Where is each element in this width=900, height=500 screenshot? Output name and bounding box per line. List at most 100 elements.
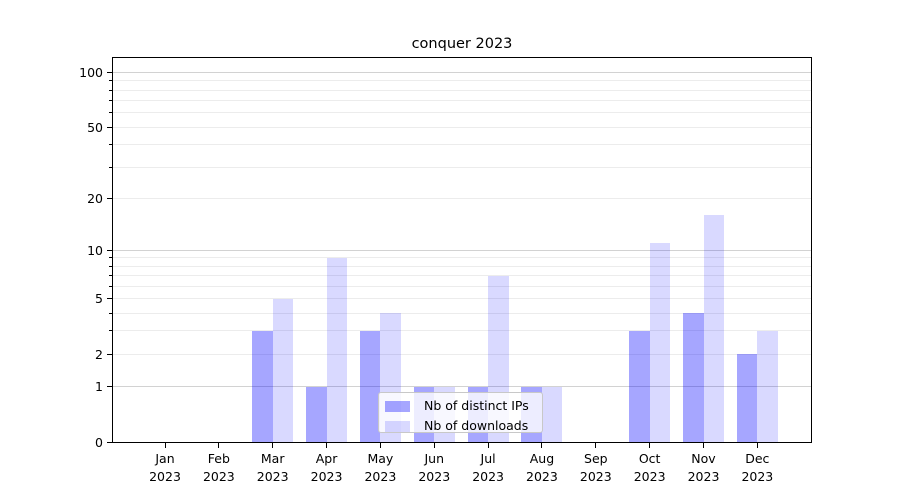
y-tick-mark-minor [109, 166, 112, 168]
gridline-minor [113, 100, 811, 102]
gridline-minor [113, 285, 811, 287]
x-tick-label: Aug 2023 [507, 450, 577, 485]
gridline-minor [113, 353, 811, 355]
x-tick-label-month: Jul [480, 451, 496, 466]
x-tick-mark [703, 443, 704, 448]
y-tick-mark-minor [109, 257, 112, 259]
gridline-minor [113, 330, 811, 332]
y-tick-label: 0 [95, 434, 103, 450]
bar [359, 331, 381, 442]
x-tick-mark [541, 443, 543, 448]
y-tick-mark-minor [109, 353, 112, 355]
gridline-minor [113, 126, 811, 128]
gridline-minor [113, 265, 811, 267]
y-tick-label: 5 [95, 291, 103, 307]
gridline-minor [113, 257, 811, 259]
x-tick-mark [272, 443, 274, 448]
x-tick-label-year: 2023 [579, 468, 612, 484]
gridline-major [113, 385, 811, 387]
y-tick-mark [107, 71, 112, 73]
gridline-minor [113, 298, 811, 300]
bar [541, 386, 563, 442]
x-tick-label-year: 2023 [202, 468, 235, 484]
x-tick-label-year: 2023 [256, 468, 289, 484]
bar [272, 298, 294, 442]
y-tick-mark-minor [109, 285, 112, 287]
gridline-minor [113, 312, 811, 314]
gridline-major [113, 71, 811, 73]
bar [736, 354, 758, 442]
x-tick-label-month: Jan [155, 451, 175, 466]
y-tick-label: 10 [87, 242, 103, 258]
bar [306, 386, 327, 442]
y-tick-mark-minor [109, 265, 112, 267]
y-tick-mark-minor [109, 274, 112, 276]
y-tick-mark-minor [109, 112, 112, 114]
bar [649, 243, 671, 442]
x-tick-label-year: 2023 [310, 468, 343, 484]
x-tick-label-month: Apr [315, 451, 338, 466]
gridline-minor [113, 197, 811, 199]
y-tick-mark-minor [109, 330, 112, 332]
x-tick-label: Oct 2023 [615, 450, 685, 485]
y-tick-mark [107, 441, 112, 443]
gridline-minor [113, 274, 811, 276]
x-tick-label-year: 2023 [364, 468, 397, 484]
x-tick-label: Mar 2023 [238, 450, 308, 485]
x-tick-label-month: Feb [207, 451, 230, 466]
legend-swatch-downloads [385, 420, 410, 432]
x-tick-label-year: 2023 [472, 468, 504, 484]
y-tick-mark [107, 385, 112, 387]
y-tick-mark-minor [109, 312, 112, 314]
x-tick-label: Nov 2023 [669, 450, 739, 485]
gridline-minor [113, 166, 811, 168]
bar [683, 313, 704, 442]
bar [252, 331, 273, 442]
legend-label-downloads: Nb of downloads [424, 418, 529, 433]
x-tick-label-year: 2023 [687, 468, 720, 484]
x-tick-label-month: Jun [424, 451, 445, 466]
y-tick-label: 50 [87, 119, 103, 135]
x-tick-mark [487, 443, 489, 448]
x-tick-label-year: 2023 [741, 468, 774, 484]
y-tick-mark [107, 249, 112, 251]
gridline-minor [113, 144, 811, 146]
x-tick-mark [595, 443, 597, 448]
y-tick-mark-minor [109, 80, 112, 82]
y-tick-mark-minor [109, 126, 112, 128]
bar [326, 257, 348, 442]
x-tick-label-month: May [367, 451, 394, 466]
x-tick-label-year: 2023 [418, 468, 451, 484]
plot-area [112, 57, 812, 443]
legend-item-distinct-ips: Nb of distinct IPs [385, 399, 542, 413]
legend: Nb of distinct IPs Nb of downloads [378, 392, 543, 433]
x-tick-label: Feb 2023 [184, 450, 254, 485]
legend-item-downloads: Nb of downloads [385, 419, 542, 433]
x-tick-mark [326, 443, 328, 448]
x-tick-label: Jan 2023 [130, 450, 200, 485]
x-tick-label-year: 2023 [526, 468, 558, 484]
x-tick-mark [756, 443, 758, 448]
bar [703, 215, 724, 442]
gridline-minor [113, 89, 811, 91]
x-tick-mark [218, 443, 220, 448]
y-tick-mark-minor [109, 144, 112, 146]
chart-title: conquer 2023 [411, 36, 513, 52]
x-tick-label-month: Sep [584, 451, 608, 466]
x-tick-mark [433, 443, 435, 448]
x-tick-mark [649, 443, 651, 448]
x-tick-label-month: Oct [638, 451, 661, 466]
x-tick-label: May 2023 [345, 450, 415, 485]
x-tick-label: Jun 2023 [399, 450, 469, 485]
x-tick-label-month: Mar [260, 451, 285, 466]
x-tick-label: Jul 2023 [453, 450, 523, 485]
x-tick-label-month: Aug [529, 451, 555, 466]
gridline-major [113, 249, 811, 251]
legend-swatch-distinct-ips [385, 400, 410, 412]
y-tick-label: 1 [95, 378, 103, 394]
gridline-minor [113, 80, 811, 82]
x-tick-label-month: Dec [745, 451, 770, 466]
x-tick-label: Sep 2023 [561, 450, 631, 485]
x-tick-label-year: 2023 [633, 468, 666, 484]
